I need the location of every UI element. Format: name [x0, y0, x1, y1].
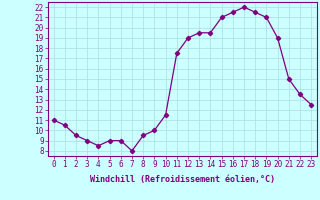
X-axis label: Windchill (Refroidissement éolien,°C): Windchill (Refroidissement éolien,°C)	[90, 175, 275, 184]
